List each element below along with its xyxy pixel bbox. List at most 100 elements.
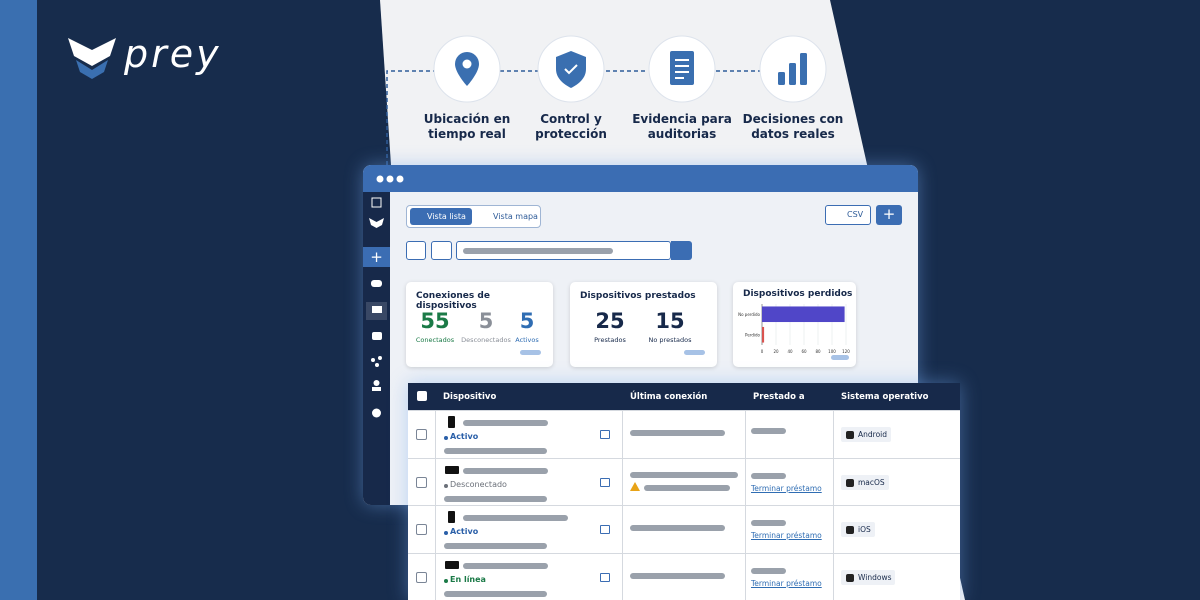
- status: Activo: [450, 432, 479, 441]
- card-title: Conexiones de dispositivos: [416, 291, 490, 311]
- device-table: Dispositivo Última conexión Prestado a Sist…: [408, 383, 960, 600]
- table-row: Activo Terminar préstamo iOS: [408, 505, 960, 554]
- column-header[interactable]: Última conexión: [630, 392, 708, 402]
- cell-divider: [745, 553, 746, 600]
- lost-card: Dispositivos perdidos 0 20 40 60 80 100 120 No …: [733, 282, 856, 367]
- status-dot: [444, 531, 448, 535]
- sidebar-add[interactable]: +: [363, 247, 390, 267]
- feature-label: Evidencia para auditorias: [632, 112, 732, 141]
- more-indicator: [831, 355, 849, 360]
- loans-card: Dispositivos prestados 25 Prestados 15 No pr…: [570, 282, 717, 367]
- feature-label: Ubicación en tiempo real: [423, 112, 511, 141]
- add-button[interactable]: +: [876, 205, 902, 225]
- bar: [762, 326, 765, 343]
- placeholder: [644, 484, 730, 491]
- cell-divider: [833, 458, 834, 506]
- os-chip: iOS: [841, 522, 875, 537]
- placeholder: [463, 562, 548, 569]
- details-button[interactable]: [600, 477, 610, 487]
- os-name: iOS: [858, 525, 871, 534]
- cell-divider: [833, 506, 834, 554]
- placeholder: [751, 472, 786, 479]
- placeholder: [463, 420, 548, 426]
- placeholder: [444, 495, 547, 502]
- cell-divider: [622, 506, 623, 554]
- list-view-button[interactable]: Vista lista: [410, 208, 472, 225]
- view-toggle: Vista lista Vista mapa: [406, 205, 541, 228]
- os-chip: Android: [841, 427, 891, 442]
- details-button[interactable]: [600, 525, 610, 534]
- details-button[interactable]: [600, 572, 610, 582]
- placeholder: [444, 543, 547, 549]
- device-icon: [445, 465, 459, 474]
- logo-mark: [68, 38, 116, 79]
- cell-divider: [435, 553, 436, 600]
- x-tick-label: 120: [842, 349, 850, 354]
- row-checkbox[interactable]: [416, 571, 427, 583]
- os-chip: Windows: [841, 569, 896, 585]
- y-tick-label: No perdido: [738, 312, 760, 317]
- loan-link[interactable]: Terminar préstamo: [751, 531, 822, 540]
- loan-link[interactable]: Terminar préstamo: [751, 578, 822, 588]
- x-tick-label: 0: [761, 349, 764, 354]
- stat-value: 15: [655, 309, 685, 333]
- map-view-button[interactable]: Vista mapa: [493, 212, 538, 221]
- device-icon: [445, 560, 459, 569]
- x-tick-label: 80: [815, 349, 821, 354]
- cell-divider: [435, 506, 436, 554]
- cell-divider: [745, 458, 746, 506]
- os-icon: [846, 573, 854, 582]
- placeholder: [630, 572, 725, 579]
- columns-button[interactable]: [406, 241, 426, 260]
- os-icon: [846, 526, 854, 534]
- select-all[interactable]: [417, 391, 427, 401]
- window-dots: [376, 175, 404, 183]
- os-icon: [846, 478, 854, 487]
- column-header[interactable]: Dispositivo: [443, 392, 497, 402]
- feature-label: Decisiones con datos reales: [742, 112, 844, 141]
- loan-link[interactable]: Terminar préstamo: [751, 483, 822, 493]
- warning-icon: [630, 481, 640, 491]
- y-tick-label: Perdido: [745, 332, 760, 337]
- feature-icons: [433, 35, 827, 103]
- x-tick-label: 100: [828, 349, 836, 354]
- row-checkbox[interactable]: [416, 524, 427, 535]
- device-icon: [448, 416, 455, 428]
- placeholder: [463, 515, 568, 521]
- details-button[interactable]: [600, 430, 610, 439]
- stat-value: 5: [478, 309, 494, 333]
- search-input[interactable]: [456, 241, 671, 260]
- row-checkbox[interactable]: [416, 476, 427, 488]
- cell-divider: [622, 411, 623, 459]
- card-title: Dispositivos perdidos: [743, 289, 853, 299]
- placeholder: [630, 430, 725, 436]
- stat-label: Conectados: [415, 336, 455, 344]
- cell-divider: [745, 411, 746, 459]
- csv-button[interactable]: CSV: [825, 205, 871, 225]
- window-bar: [363, 165, 918, 192]
- column-header[interactable]: Sistema operativo: [841, 392, 929, 402]
- status-dot: [444, 483, 448, 488]
- bar: [762, 306, 845, 323]
- connections-card: Conexiones de dispositivos 55 Conectados 5 D…: [406, 282, 553, 367]
- column-header[interactable]: Prestado a: [753, 392, 805, 402]
- status-dot: [444, 436, 448, 440]
- os-name: Windows: [858, 572, 892, 582]
- cell-divider: [435, 411, 436, 459]
- placeholder: [751, 428, 786, 434]
- search-button[interactable]: [671, 241, 692, 260]
- stat-value: 5: [519, 309, 535, 333]
- stat-value: 25: [595, 309, 625, 333]
- row-checkbox[interactable]: [416, 429, 427, 440]
- cell-divider: [622, 553, 623, 600]
- placeholder: [630, 525, 725, 531]
- table-row: Activo Android: [408, 410, 960, 459]
- card-title: Dispositivos prestados: [580, 291, 696, 301]
- sidebar-icons: [366, 197, 387, 418]
- os-icon: [846, 431, 854, 439]
- filter-button[interactable]: [431, 241, 452, 260]
- placeholder: [751, 520, 786, 526]
- sidebar: +: [363, 192, 390, 505]
- logo-text: prey: [124, 32, 222, 76]
